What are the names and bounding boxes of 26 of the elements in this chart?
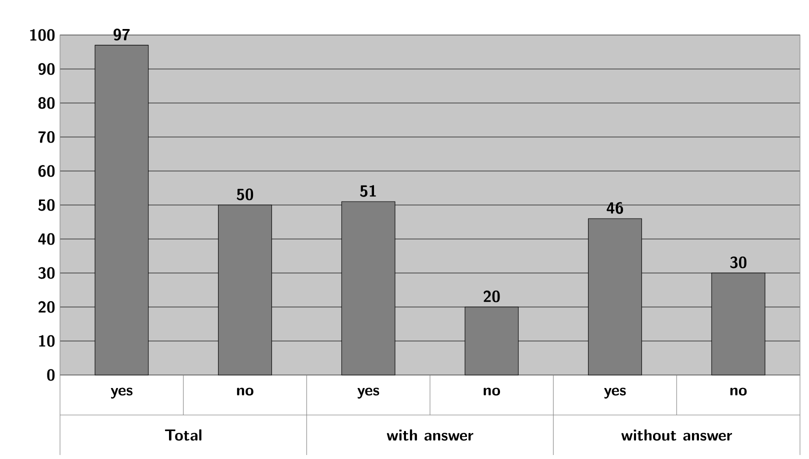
x-tick-label: yes (110, 388, 132, 399)
y-tick-label: 40 (38, 233, 55, 245)
data-label: 20 (484, 290, 500, 302)
y-tick-label: 30 (38, 267, 55, 279)
y-tick-label: 90 (38, 63, 55, 75)
data-label: 97 (114, 28, 130, 40)
x-tick-label: no (484, 388, 500, 396)
y-tick-label: 100 (30, 29, 55, 41)
y-tick-label: 10 (38, 335, 55, 347)
data-label: 46 (606, 202, 624, 214)
y-tick-label: 80 (38, 97, 55, 109)
data-label: 30 (730, 256, 746, 268)
x-tick-label: no (237, 388, 254, 396)
text: with answer (386, 429, 474, 441)
text: Total (164, 429, 202, 441)
y-tick-label: 50 (38, 199, 55, 211)
y-tick-label: 0 (47, 369, 55, 381)
x-tick-label: no (730, 388, 747, 396)
y-tick-label: 70 (38, 131, 55, 143)
x-tick-label: yes (604, 388, 626, 399)
text: without answer (621, 429, 732, 441)
y-tick-label: 20 (38, 301, 55, 313)
data-label: 51 (360, 185, 376, 197)
data-label: 50 (236, 188, 254, 200)
x-tick-label: yes (358, 388, 380, 399)
y-tick-label: 60 (38, 165, 55, 177)
